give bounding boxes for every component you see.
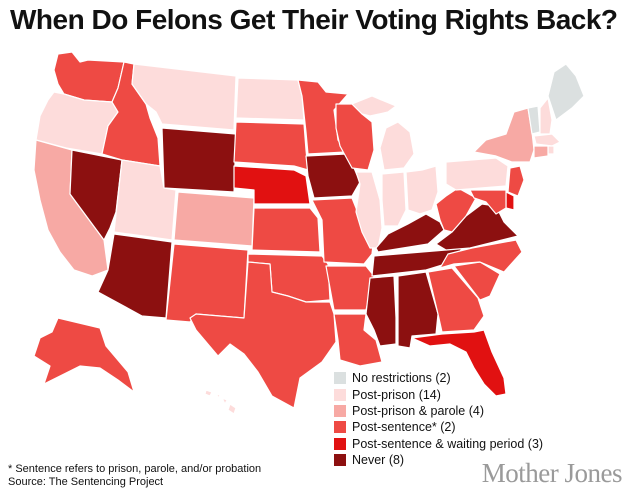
state-hi (204, 389, 237, 415)
state-co (173, 191, 255, 247)
legend-label: Post-prison & parole (4) (352, 403, 485, 418)
state-mn (297, 79, 349, 155)
state-mi (351, 95, 415, 171)
legend-item: Post-sentence & waiting period (3) (334, 436, 543, 452)
state-pa (445, 157, 509, 191)
state-de (505, 191, 515, 211)
state-ri (547, 145, 555, 155)
state-az (97, 233, 173, 319)
legend-item: Never (8) (334, 452, 543, 468)
state-ny (473, 107, 535, 163)
legend-label: Post-sentence* (2) (352, 420, 456, 435)
legend-item: Post-sentence* (2) (334, 419, 543, 435)
state-la (333, 313, 383, 367)
state-oh (405, 165, 439, 215)
brand-logo: Mother Jones (481, 458, 623, 488)
legend-swatch (334, 388, 346, 401)
us-map (33, 51, 585, 415)
state-ct (533, 145, 549, 159)
legend-label: Post-sentence & waiting period (3) (352, 436, 544, 451)
state-sd (233, 121, 309, 171)
legend-item: No restrictions (2) (334, 370, 543, 386)
source-text: Source: The Sentencing Project (8, 476, 164, 488)
legend-swatch (334, 372, 346, 385)
state-nj (507, 165, 525, 197)
state-me (547, 63, 585, 121)
state-nd (235, 77, 305, 121)
state-ut (113, 159, 177, 241)
state-fl (411, 329, 507, 397)
legend-swatch (334, 437, 346, 450)
legend-label: Never (8) (352, 453, 405, 468)
state-al (397, 271, 439, 349)
state-ks (251, 207, 321, 253)
state-ne (233, 165, 311, 205)
state-md (469, 189, 507, 215)
legend: No restrictions (2) Post-prison (14) Pos… (334, 370, 543, 468)
state-ma (533, 133, 561, 147)
legend-item: Post-prison (14) (334, 386, 543, 402)
state-nh (539, 97, 553, 135)
state-ak (33, 317, 135, 393)
map-title: When Do Felons Get Their Voting Rights B… (10, 4, 618, 35)
legend-label: Post-prison (14) (352, 387, 441, 402)
legend-swatch (334, 454, 346, 467)
legend-item: Post-prison & parole (4) (334, 403, 543, 419)
state-il (355, 171, 383, 249)
state-ky (375, 213, 445, 253)
state-nc (439, 239, 523, 273)
state-nm (165, 243, 249, 323)
footnote: * Sentence refers to prison, parole, and… (8, 463, 261, 489)
state-wy (161, 127, 237, 193)
state-in (381, 171, 407, 227)
legend-swatch (334, 421, 346, 434)
legend-swatch (334, 404, 346, 417)
footnote-text: * Sentence refers to prison, parole, and… (8, 463, 262, 475)
state-ms (365, 275, 397, 347)
state-mt (131, 63, 237, 131)
legend-label: No restrictions (2) (352, 371, 451, 386)
state-tx (189, 261, 337, 409)
state-ga (427, 267, 485, 333)
